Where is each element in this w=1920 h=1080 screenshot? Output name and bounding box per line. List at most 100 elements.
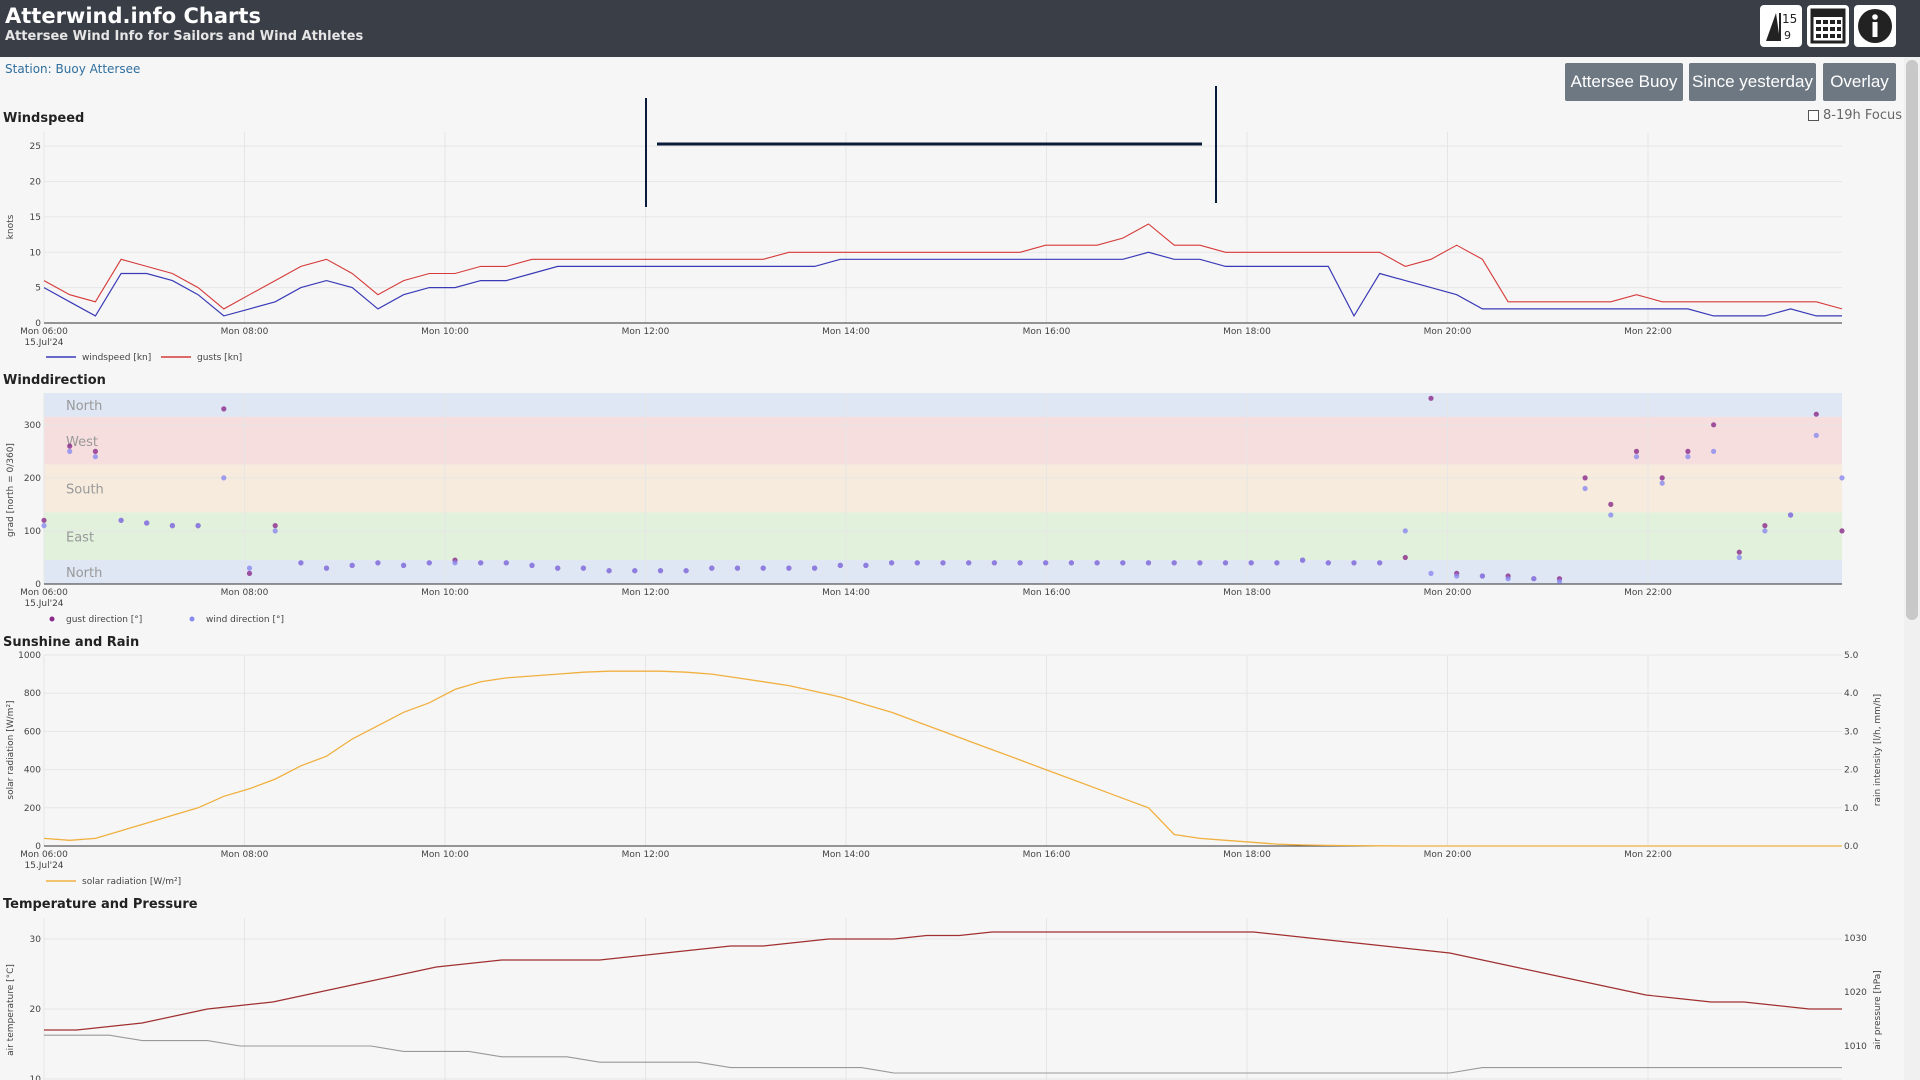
wind-direction-point bbox=[1454, 573, 1460, 579]
y-tick-label: 200 bbox=[24, 804, 41, 814]
time-tick-label: Mon 20:00 bbox=[1424, 327, 1472, 337]
time-tick-label: Mon 18:00 bbox=[1223, 327, 1271, 337]
app-title: Atterwind.info Charts bbox=[5, 4, 261, 28]
focus-toggle[interactable]: 8-19h Focus bbox=[1808, 108, 1902, 123]
wind-direction-point bbox=[1608, 512, 1614, 518]
air-temperature-line bbox=[44, 931, 1842, 1031]
wind-direction-point bbox=[1377, 560, 1383, 566]
time-range-button[interactable]: Since yesterday bbox=[1689, 63, 1816, 101]
wind-direction-point bbox=[144, 520, 150, 526]
wind-direction-point bbox=[1736, 554, 1742, 561]
time-tick-label: Mon 12:00 bbox=[622, 588, 670, 598]
wind-direction-point bbox=[734, 565, 741, 571]
time-tick-label: Mon 10:00 bbox=[421, 850, 469, 860]
wind-direction-point bbox=[246, 565, 253, 571]
time-tick-label: Mon 06:00 bbox=[20, 850, 68, 860]
wind-forecast-icon[interactable]: 15 9 bbox=[1760, 5, 1802, 47]
y2-tick-label: 1020 bbox=[1844, 988, 1867, 998]
wind-direction-point bbox=[1043, 560, 1049, 566]
time-tick-label: Mon 06:00 bbox=[20, 327, 68, 337]
calendar-icon[interactable] bbox=[1807, 5, 1849, 47]
wind-direction-point bbox=[1094, 560, 1100, 566]
wind-direction-point bbox=[298, 560, 304, 566]
time-tick-label: Mon 18:00 bbox=[1223, 588, 1271, 598]
wind-direction-point bbox=[1633, 454, 1640, 460]
gust-direction-point bbox=[1582, 475, 1588, 481]
wind-direction-point bbox=[1171, 560, 1177, 566]
wind-direction-point bbox=[92, 454, 98, 460]
overlay-button[interactable]: Overlay bbox=[1823, 63, 1896, 101]
wind-direction-point bbox=[452, 560, 458, 566]
station-label[interactable]: Station: Buoy Attersee bbox=[5, 62, 141, 76]
gust-direction-point bbox=[1736, 549, 1742, 555]
wind-direction-point bbox=[1351, 560, 1357, 566]
date-label: 15.Jul'24 bbox=[24, 861, 63, 871]
direction-band bbox=[44, 560, 1842, 584]
wind-direction-point bbox=[1839, 475, 1845, 481]
direction-band-label: North bbox=[66, 566, 102, 581]
wind-direction-point bbox=[169, 523, 175, 529]
wind-direction-point bbox=[375, 560, 381, 566]
direction-band bbox=[44, 393, 1842, 417]
gust-direction-point bbox=[1608, 501, 1614, 507]
y2-tick-label: 1030 bbox=[1844, 934, 1867, 944]
wind-direction-point bbox=[1428, 570, 1434, 577]
time-tick-label: Mon 08:00 bbox=[221, 327, 269, 337]
wind-direction-point bbox=[1325, 560, 1331, 566]
gust-direction-point bbox=[92, 448, 98, 454]
time-tick-label: Mon 08:00 bbox=[221, 588, 269, 598]
scrollbar-thumb[interactable] bbox=[1906, 60, 1918, 620]
time-tick-label: Mon 22:00 bbox=[1624, 588, 1672, 598]
wind-direction-point bbox=[555, 565, 561, 571]
legend-marker bbox=[189, 616, 195, 622]
time-tick-label: Mon 20:00 bbox=[1424, 588, 1472, 598]
time-tick-label: Mon 18:00 bbox=[1223, 850, 1271, 860]
y-tick-label: 20 bbox=[30, 178, 42, 188]
wind-direction-point bbox=[1762, 528, 1768, 534]
time-tick-label: Mon 16:00 bbox=[1023, 588, 1071, 598]
y2-tick-label: 1.0 bbox=[1844, 804, 1859, 814]
y-tick-label: 200 bbox=[24, 474, 41, 484]
wind-direction-point bbox=[863, 562, 869, 569]
direction-band bbox=[44, 512, 1842, 561]
forecast-icon-top-number: 15 bbox=[1782, 12, 1797, 26]
time-tick-label: Mon 16:00 bbox=[1023, 327, 1071, 337]
wind-direction-point bbox=[1145, 560, 1152, 566]
y-tick-label: 0 bbox=[35, 842, 41, 852]
y-tick-label: 100 bbox=[24, 527, 41, 537]
time-tick-label: Mon 12:00 bbox=[622, 850, 670, 860]
time-tick-label: Mon 06:00 bbox=[20, 588, 68, 598]
station-select-button[interactable]: Attersee Buoy bbox=[1565, 63, 1683, 101]
wind-direction-point bbox=[1685, 454, 1691, 460]
solar-radiation-line bbox=[43, 670, 1842, 847]
gust-direction-point bbox=[41, 517, 47, 523]
gusts-line bbox=[43, 223, 1843, 310]
wind-direction-point bbox=[478, 560, 484, 566]
time-tick-label: Mon 14:00 bbox=[822, 588, 870, 598]
wind-direction-point bbox=[837, 562, 843, 569]
wind-direction-point bbox=[1300, 557, 1306, 563]
wind-direction-point bbox=[1222, 560, 1229, 566]
wind-direction-point bbox=[889, 560, 895, 566]
wind-direction-point bbox=[1197, 560, 1203, 566]
y-tick-label: 1000 bbox=[18, 651, 41, 661]
info-icon[interactable] bbox=[1854, 5, 1896, 47]
wind-direction-point bbox=[1068, 560, 1074, 566]
wind-direction-point bbox=[1505, 576, 1511, 582]
focus-checkbox[interactable] bbox=[1808, 110, 1819, 121]
wind-direction-point bbox=[1017, 560, 1023, 566]
wind-direction-point bbox=[786, 565, 792, 571]
y2-tick-label: 1010 bbox=[1844, 1042, 1867, 1052]
gust-direction-point bbox=[1685, 448, 1691, 454]
pressure-ylabel: air pressure [hPa] bbox=[1873, 970, 1883, 1050]
date-label: 15.Jul'24 bbox=[24, 599, 63, 609]
wind-direction-point bbox=[503, 560, 509, 566]
legend-label: gust direction [°] bbox=[66, 615, 142, 625]
direction-band-label: East bbox=[66, 530, 94, 545]
rain-ylabel: rain intensity [l/h, mm/h] bbox=[1873, 694, 1883, 806]
y-tick-label: 0 bbox=[35, 319, 41, 329]
gust-direction-point bbox=[1428, 395, 1434, 401]
wind-direction-point bbox=[1813, 432, 1819, 438]
legend-label: solar radiation [W/m²] bbox=[82, 877, 181, 887]
